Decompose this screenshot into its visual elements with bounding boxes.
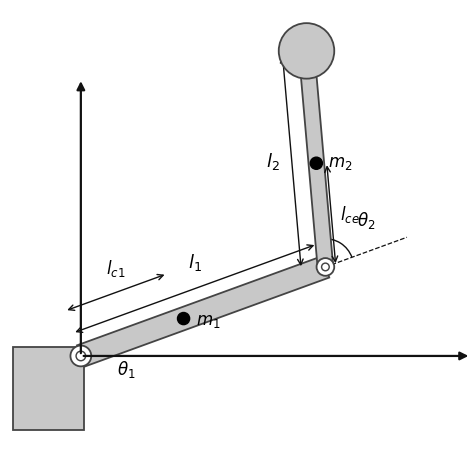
- Text: $m_1$: $m_1$: [196, 312, 220, 330]
- Circle shape: [279, 23, 334, 79]
- Text: $\theta_1$: $\theta_1$: [117, 359, 136, 380]
- Text: $l_{ce}$: $l_{ce}$: [340, 204, 360, 225]
- Circle shape: [321, 263, 329, 271]
- Text: $l_1$: $l_1$: [188, 252, 202, 273]
- Bar: [13, 347, 84, 430]
- Circle shape: [76, 351, 86, 361]
- Text: $l_{c1}$: $l_{c1}$: [106, 258, 126, 280]
- Polygon shape: [77, 257, 329, 367]
- Circle shape: [317, 258, 334, 276]
- Text: $l_2$: $l_2$: [266, 151, 280, 172]
- Circle shape: [71, 346, 91, 366]
- Text: $\theta_2$: $\theta_2$: [357, 210, 376, 231]
- Polygon shape: [299, 50, 333, 268]
- Text: $m_2$: $m_2$: [328, 154, 353, 172]
- Circle shape: [310, 157, 322, 169]
- Circle shape: [177, 312, 190, 325]
